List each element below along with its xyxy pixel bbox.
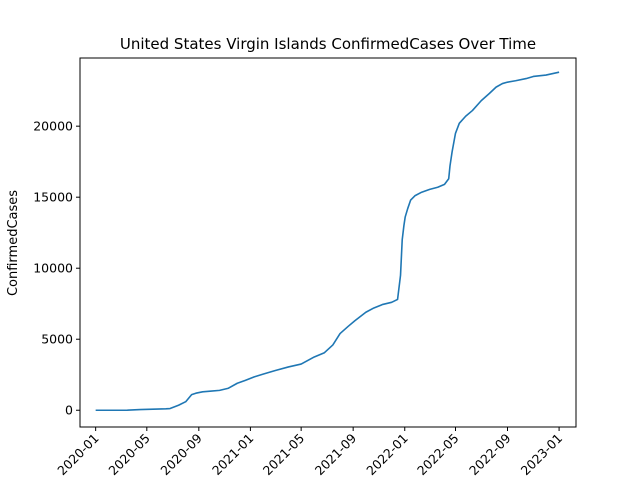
x-tick-label: 2021-01 <box>209 431 257 479</box>
y-tick-label: 0 <box>65 403 73 418</box>
y-tick-label: 5000 <box>41 332 73 347</box>
x-tick-label: 2022-09 <box>466 430 514 478</box>
x-tick-label: 2022-05 <box>414 431 462 479</box>
x-tick-label: 2020-01 <box>54 431 102 479</box>
x-tick-label: 2023-01 <box>518 431 566 479</box>
plot-area: 0 5000 10000 15000 20000 2020-01 2020-05 2020-0… <box>33 71 566 479</box>
plot-frame <box>79 57 577 428</box>
series-line-0 <box>95 71 560 412</box>
x-tick-label: 2022-01 <box>363 431 411 479</box>
y-tick-label: 10000 <box>33 261 73 276</box>
y-axis-label: ConfirmedCases <box>6 190 21 296</box>
chart-title: United States Virgin Islands ConfirmedCa… <box>120 35 536 53</box>
x-tick-label: 2020-09 <box>157 430 205 478</box>
y-tick-label: 20000 <box>33 119 73 134</box>
x-tick-label: 2021-05 <box>260 431 308 479</box>
y-tick-label: 15000 <box>33 190 73 205</box>
x-tick-label: 2020-05 <box>105 431 153 479</box>
x-tick-label: 2021-09 <box>312 430 360 478</box>
